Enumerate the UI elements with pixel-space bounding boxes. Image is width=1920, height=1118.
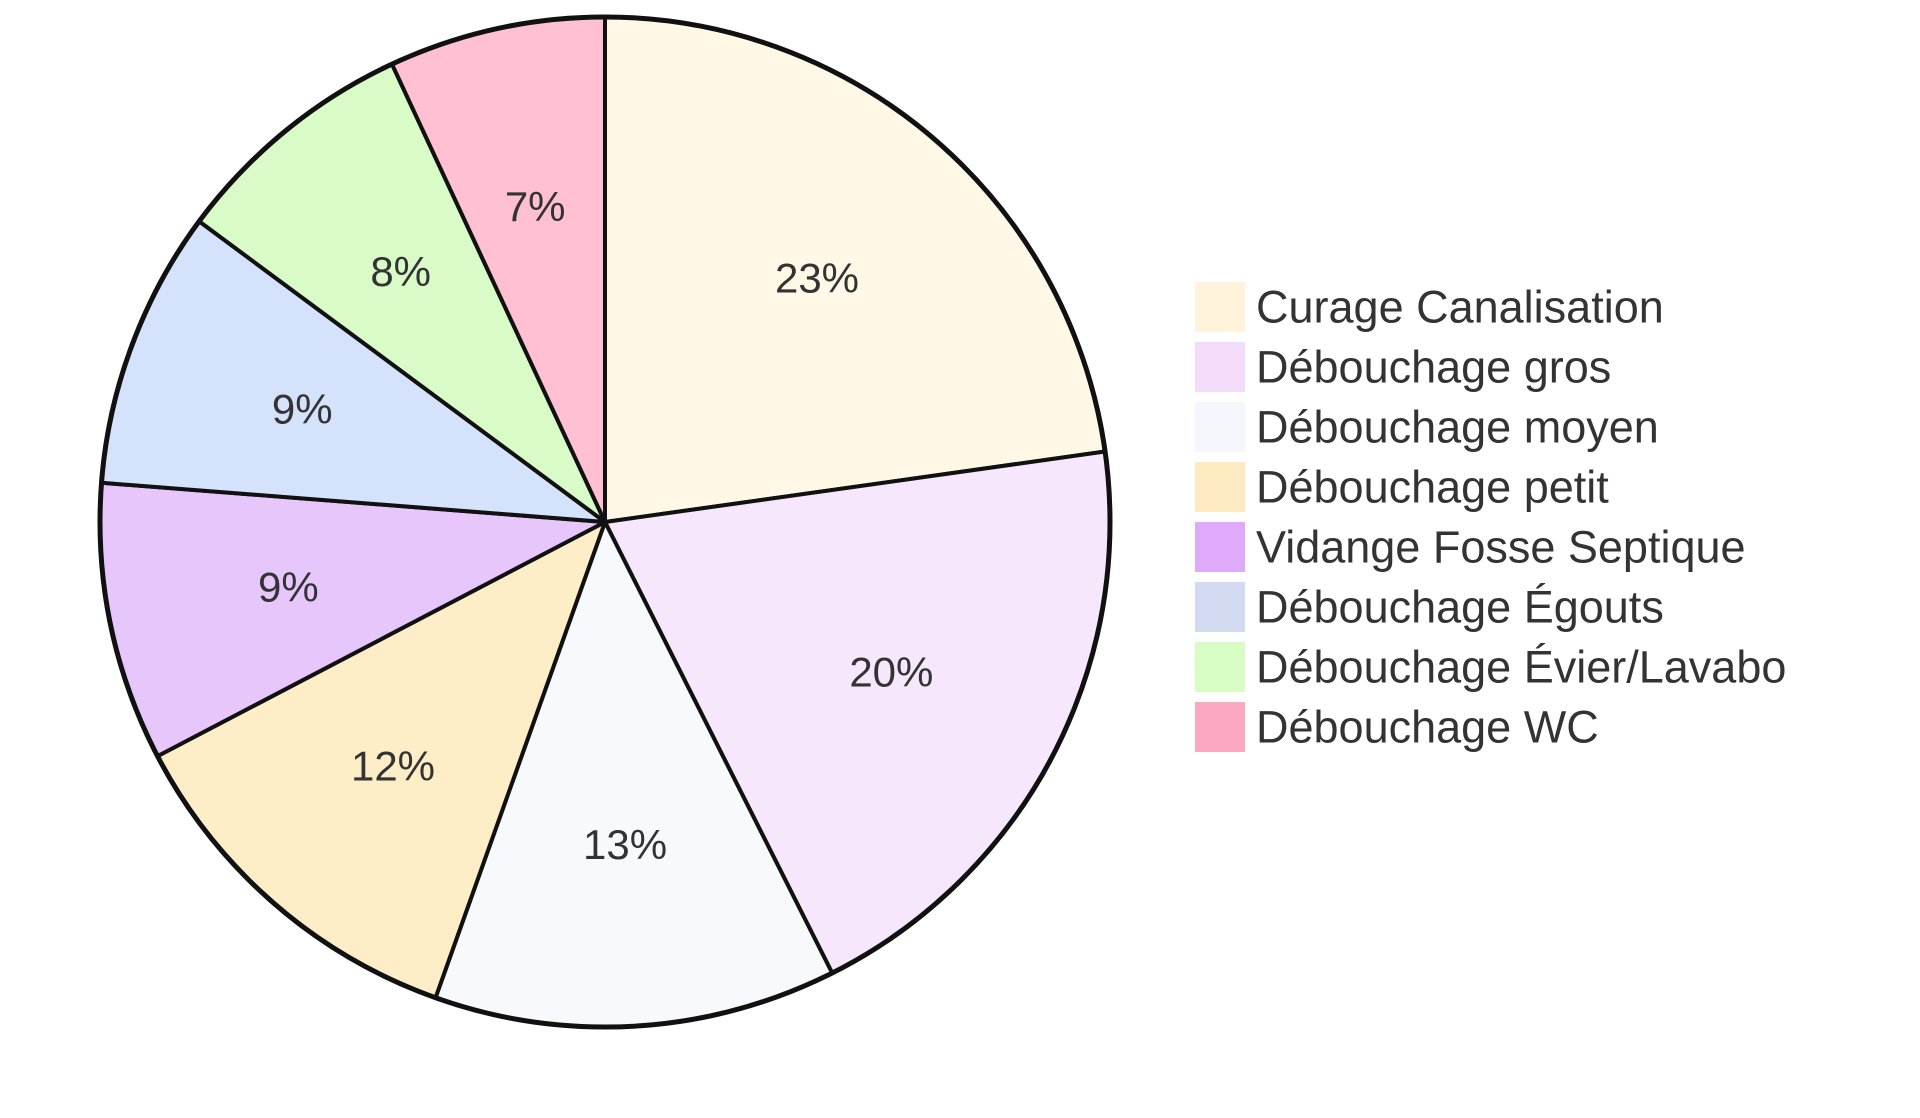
legend-swatch <box>1195 462 1245 512</box>
slice-percent-label: 8% <box>370 248 431 295</box>
legend-item: Débouchage Égouts <box>1195 582 1664 633</box>
pie-outline <box>97 14 1113 1030</box>
legend-item: Débouchage moyen <box>1195 402 1659 453</box>
legend-item: Débouchage WC <box>1195 702 1599 753</box>
legend-label: Débouchage moyen <box>1256 402 1659 453</box>
legend-swatch <box>1195 402 1245 452</box>
legend-swatch <box>1195 702 1245 752</box>
legend-swatch <box>1195 582 1245 632</box>
slice-percent-label: 20% <box>849 648 933 695</box>
legend-swatch <box>1195 342 1245 392</box>
legend-label: Débouchage Égouts <box>1256 582 1664 633</box>
slice-percent-label: 9% <box>272 385 333 432</box>
slice-percent-label: 13% <box>583 821 667 868</box>
slice-labels: 23% 20% 13% 12% 9% 9% 8% 7% <box>258 183 933 868</box>
legend-swatch <box>1195 522 1245 572</box>
legend: Curage Canalisation Débouchage gros Débouc… <box>1195 282 1786 753</box>
slice-percent-label: 9% <box>258 563 319 610</box>
legend-label: Débouchage WC <box>1256 702 1599 753</box>
legend-label: Débouchage gros <box>1256 342 1611 393</box>
pie-slices <box>98 15 1112 1029</box>
legend-label: Curage Canalisation <box>1256 282 1664 333</box>
legend-item: Débouchage Évier/Lavabo <box>1195 642 1786 693</box>
legend-item: Curage Canalisation <box>1195 282 1664 333</box>
slice-percent-label: 7% <box>505 183 566 230</box>
slice-percent-label: 23% <box>775 255 859 302</box>
legend-swatch <box>1195 642 1245 692</box>
legend-item: Vidange Fosse Septique <box>1195 522 1746 573</box>
legend-label: Débouchage petit <box>1256 462 1609 513</box>
slice-percent-label: 12% <box>351 742 435 789</box>
legend-item: Débouchage petit <box>1195 462 1609 513</box>
legend-swatch <box>1195 282 1245 332</box>
legend-label: Débouchage Évier/Lavabo <box>1256 642 1786 693</box>
legend-label: Vidange Fosse Septique <box>1256 522 1746 573</box>
legend-item: Débouchage gros <box>1195 342 1611 393</box>
